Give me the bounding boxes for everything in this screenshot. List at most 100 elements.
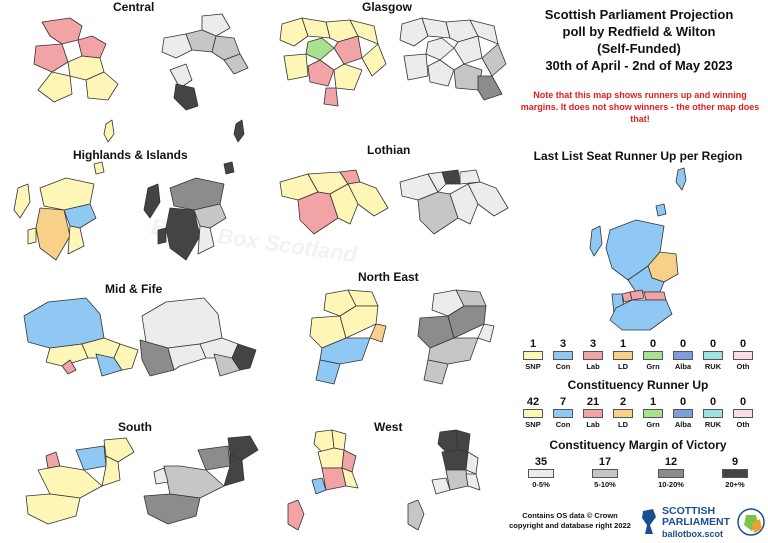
orkney-shape <box>655 203 667 217</box>
constituency-shape <box>283 53 309 81</box>
constituency-shape <box>317 447 345 469</box>
constituency-shape <box>25 493 81 525</box>
legend-swatch <box>703 409 723 418</box>
title-line-1: Scottish Parliament Projection <box>544 7 734 22</box>
constituency-shape <box>41 17 83 45</box>
legend-party: Lab <box>586 362 600 371</box>
legend-count: 0 <box>679 396 687 408</box>
constituency-shape <box>477 75 503 101</box>
west-margin-map <box>407 429 481 531</box>
constituency-shape <box>23 297 105 349</box>
legend-count: 12 <box>664 456 678 468</box>
title-line-2: poll by Redfield & Wilton <box>562 24 716 39</box>
constituency-shape <box>45 451 61 469</box>
constituency-shape <box>341 467 359 489</box>
legend-party: Lab <box>586 420 600 429</box>
legend-item-grn: 1 Grn <box>639 396 667 429</box>
legend-swatch <box>643 409 663 418</box>
legend-swatch <box>528 469 554 478</box>
constituency-shape <box>223 53 249 75</box>
glasgow-runner-up-map <box>279 17 387 107</box>
constituency-shape <box>231 343 257 371</box>
legend-item-grn: 0 Grn <box>639 338 667 371</box>
constituency-shape <box>329 183 359 225</box>
constituency-shape <box>323 87 339 107</box>
lothian-runner-up-map <box>279 169 389 235</box>
constituency-shape <box>477 323 495 343</box>
constituency-shape <box>369 323 387 343</box>
constituency-shape <box>197 445 231 471</box>
legend-party: RUK <box>704 362 722 371</box>
shetland-shape <box>103 119 115 143</box>
legend-swatch <box>673 351 693 360</box>
legend-item-snp: 42 SNP <box>519 396 547 429</box>
orkney-shape <box>223 161 235 175</box>
constituency-shape <box>465 473 481 491</box>
constituency-shape <box>339 305 379 339</box>
region-title-glasgow: Glasgow <box>362 0 413 14</box>
region-title-northeast: North East <box>358 270 419 284</box>
legend-count: 0 <box>739 338 747 350</box>
legend-count: 0 <box>679 338 687 350</box>
central-margin-map <box>161 13 249 111</box>
logo-badge-icon <box>737 508 765 536</box>
shetland-shape <box>675 167 687 191</box>
constituency-shape <box>103 437 135 463</box>
northeast-runner-up-map <box>309 289 387 385</box>
constituency-shape <box>399 17 429 47</box>
logo-line-2: PARLIAMENT <box>662 516 731 528</box>
constituency-shape <box>307 59 335 87</box>
legend-label: 20+% <box>725 480 745 489</box>
region-title-midfife: Mid & Fife <box>105 282 163 296</box>
legend-swatch <box>592 469 618 478</box>
constituency-shape <box>197 225 215 255</box>
legend-swatch <box>613 409 633 418</box>
legend-count: 0 <box>709 396 717 408</box>
region-title-highlands: Highlands & Islands <box>73 148 188 162</box>
constituency-shape <box>165 207 201 261</box>
legend-count: 1 <box>619 338 627 350</box>
legend-item-lab: 21 Lab <box>579 396 607 429</box>
legend-item-margin-10-20: 12 10-20% <box>651 456 691 489</box>
legend-swatch <box>703 351 723 360</box>
constituency-shape <box>201 13 231 37</box>
legend-swatch <box>722 469 748 478</box>
legend-party: SNP <box>525 420 541 429</box>
legend-item-ruk: 0 RUK <box>699 396 727 429</box>
legend-item-ld: 1 LD <box>609 338 637 371</box>
constituency-shape <box>37 71 73 103</box>
legend-swatch <box>583 409 603 418</box>
os-data-credit: Contains OS data © Crown copyright and d… <box>500 511 640 531</box>
island-shape <box>287 499 305 531</box>
legend-count: 9 <box>731 456 739 468</box>
legend-count: 21 <box>586 396 600 408</box>
legend-swatch <box>523 409 543 418</box>
constituency-runner-up-heading: Constituency Runner Up <box>567 378 709 392</box>
constituency-runner-up-legend: 42 SNP 7 Con 21 Lab 2 LD 1 Grn 0 Alba 0 … <box>519 396 759 430</box>
legend-swatch <box>643 351 663 360</box>
central-runner-up-map <box>33 17 119 103</box>
constituency-shape <box>61 359 77 375</box>
constituency-shape <box>333 35 363 65</box>
lothian-shape <box>643 291 667 301</box>
logo-url: ballotbox.scot <box>662 529 724 539</box>
constituency-shape <box>161 33 193 59</box>
constituency-shape <box>173 83 199 111</box>
region-title-south: South <box>118 420 152 434</box>
legend-count: 2 <box>619 396 627 408</box>
lothian-margin-map <box>399 169 509 235</box>
glasgow-margin-map <box>399 17 507 101</box>
legend-count: 3 <box>589 338 597 350</box>
islands-shape <box>589 225 603 257</box>
legend-swatch <box>673 409 693 418</box>
legend-item-con: 3 Con <box>549 338 577 371</box>
legend-party: Con <box>555 420 571 429</box>
constituency-shape <box>431 477 451 495</box>
legend-count: 35 <box>534 456 548 468</box>
constituency-shape <box>67 225 85 255</box>
midfife-runner-up-map <box>23 297 139 377</box>
constituency-shape <box>447 305 487 339</box>
constituency-shape <box>113 343 139 371</box>
constituency-shape <box>441 449 469 471</box>
south-runner-up-map <box>25 437 135 525</box>
